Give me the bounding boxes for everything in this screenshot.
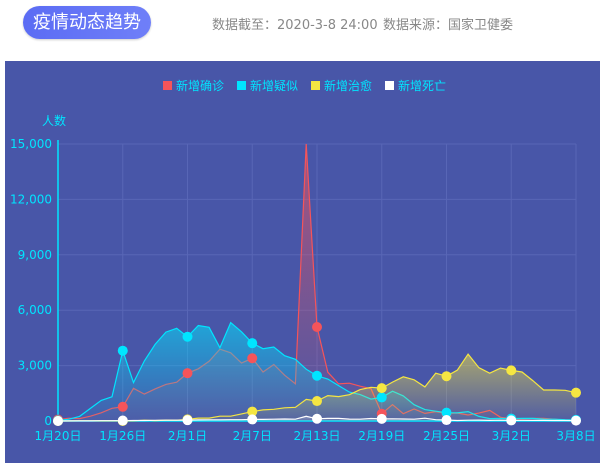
data-point bbox=[441, 371, 452, 382]
data-point bbox=[441, 407, 452, 418]
x-tick-label: 2月19日 bbox=[358, 429, 405, 443]
data-point bbox=[312, 413, 322, 424]
series-area bbox=[58, 144, 576, 421]
data-point bbox=[247, 406, 258, 417]
data-point bbox=[312, 370, 322, 381]
data-point bbox=[312, 322, 322, 333]
x-tick-label: 1月26日 bbox=[99, 429, 146, 443]
data-point bbox=[117, 415, 128, 426]
legend-swatch bbox=[385, 81, 394, 90]
data-point bbox=[182, 415, 193, 426]
data-point bbox=[117, 401, 128, 412]
y-tick-label: 3,000 bbox=[18, 359, 52, 373]
y-tick-label: 0 bbox=[44, 414, 52, 428]
update-time: 数据截至：2020-3-8 24:00 bbox=[212, 18, 378, 33]
legend-swatch bbox=[163, 81, 172, 90]
x-tick-label: 2月13日 bbox=[294, 429, 341, 443]
y-tick-label: 9,000 bbox=[18, 248, 52, 262]
y-tick-label: 6,000 bbox=[18, 303, 52, 317]
x-tick-label: 2月7日 bbox=[233, 429, 272, 443]
y-tick-label: 15,000 bbox=[10, 137, 52, 151]
data-point bbox=[182, 331, 193, 342]
data-point bbox=[247, 338, 258, 349]
y-axis-label: 人数 bbox=[42, 113, 66, 128]
data-point bbox=[506, 365, 517, 376]
x-tick-label: 3月8日 bbox=[556, 429, 595, 443]
page-title: 疫情动态趋势 bbox=[23, 6, 151, 39]
x-tick-label: 1月20日 bbox=[35, 429, 82, 443]
data-point bbox=[376, 392, 387, 403]
legend-swatch bbox=[311, 81, 320, 90]
data-point bbox=[53, 416, 63, 426]
legend-label: 新增死亡 bbox=[398, 78, 446, 93]
data-source: 数据来源：国家卫健委 bbox=[383, 18, 514, 33]
x-tick-label: 3月2日 bbox=[492, 429, 531, 443]
x-tick-label: 2月1日 bbox=[168, 429, 207, 443]
data-point bbox=[571, 415, 581, 426]
legend-label: 新增治愈 bbox=[324, 78, 372, 93]
x-tick-label: 2月25日 bbox=[423, 429, 470, 443]
data-point bbox=[182, 368, 193, 379]
data-point bbox=[247, 353, 258, 364]
data-point bbox=[506, 415, 517, 426]
data-point bbox=[117, 345, 128, 356]
series-area bbox=[58, 354, 576, 421]
series-area bbox=[58, 322, 576, 421]
data-point bbox=[376, 413, 387, 424]
legend-swatch bbox=[237, 81, 246, 90]
y-tick-label: 12,000 bbox=[10, 192, 52, 206]
legend-label: 新增疑似 bbox=[250, 78, 298, 93]
data-point bbox=[571, 387, 581, 398]
data-point bbox=[376, 383, 387, 394]
data-point bbox=[312, 396, 322, 407]
data-point bbox=[441, 415, 452, 426]
legend-label: 新增确诊 bbox=[176, 78, 224, 93]
data-point bbox=[247, 414, 258, 425]
